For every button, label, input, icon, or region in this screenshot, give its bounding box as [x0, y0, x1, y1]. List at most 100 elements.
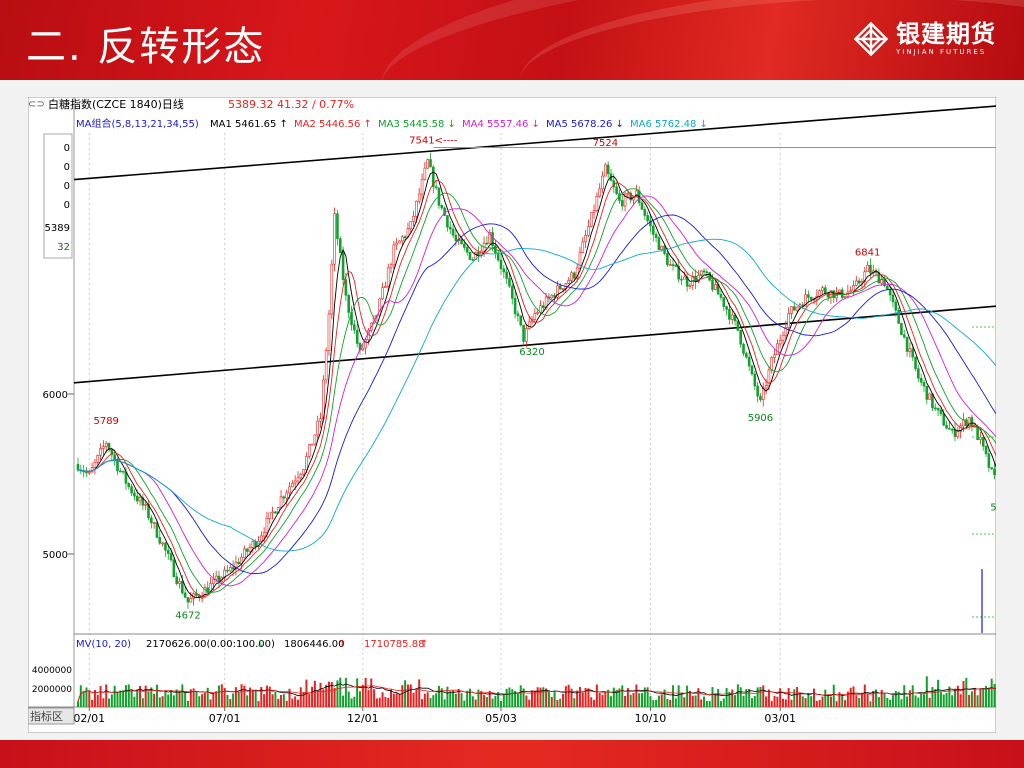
volume-bar [852, 686, 855, 707]
candle-body [984, 445, 988, 455]
volume-bar [423, 693, 426, 707]
volume-bar [750, 698, 753, 707]
volume-value-3: 1710785.88 [364, 639, 424, 650]
volume-bar [502, 694, 505, 707]
volume-bar [234, 687, 237, 707]
candle-body [677, 265, 680, 280]
candle-body [795, 306, 799, 311]
volume-bar [801, 696, 804, 707]
candle-body [324, 350, 328, 381]
volume-bar [260, 686, 263, 707]
candle-body [601, 175, 604, 190]
collapse-icon[interactable]: ⊂⊃ [28, 99, 45, 110]
volume-bar [536, 687, 539, 707]
volume-bar [666, 698, 669, 707]
volume-bar [511, 689, 514, 707]
volume-bar [680, 692, 683, 707]
volume-bar [829, 696, 832, 707]
volume-bar [133, 696, 136, 707]
volume-bar [621, 685, 624, 707]
volume-bar [624, 695, 627, 707]
candle-body [217, 575, 221, 583]
volume-bar [325, 684, 328, 707]
volume-bar [454, 693, 457, 707]
candle-body [781, 334, 785, 341]
indicator-tab[interactable]: 指标区 [28, 707, 75, 725]
candle-body [434, 186, 438, 189]
candle-body [891, 294, 895, 303]
candle-body [522, 324, 525, 342]
volume-bar [198, 696, 201, 707]
candle-body [801, 304, 805, 307]
candle-body [248, 547, 252, 552]
volume-bar [745, 689, 748, 707]
ma-label-1: MA1 5461.65 ↑ [210, 119, 288, 130]
volume-bar [186, 700, 189, 707]
volume-bar [161, 696, 164, 707]
candle-body [908, 348, 912, 352]
volume-bar [79, 685, 82, 707]
info-value-5: 5389 [45, 223, 70, 234]
volume-bar [993, 684, 996, 707]
candle-body [144, 503, 147, 506]
volume-bar [184, 692, 187, 707]
candle-body [809, 297, 813, 300]
volume-bar [240, 684, 243, 707]
volume-bar [959, 694, 962, 707]
candle-body [933, 407, 937, 410]
candle-body [643, 209, 647, 216]
logo-name: 银建期货 [896, 20, 996, 48]
volume-bar [796, 687, 799, 707]
candle-body [948, 428, 951, 430]
volume-bar [446, 686, 449, 707]
volume-bar [956, 685, 959, 707]
volume-bar [719, 701, 722, 707]
candle-body [905, 336, 909, 352]
volume-bar [618, 688, 621, 707]
candle-body [945, 424, 948, 429]
volume-bar [765, 696, 768, 707]
volume-bar [302, 691, 305, 707]
volume-bar [398, 693, 401, 707]
volume-bar [452, 690, 455, 707]
volume-bar [415, 689, 418, 707]
candle-body [527, 321, 531, 329]
volume-bar [787, 688, 790, 707]
volume-bar [542, 687, 545, 707]
candle-body [152, 522, 156, 524]
volume-bar [516, 693, 519, 707]
candle-body [657, 237, 661, 250]
candle-body [680, 278, 683, 281]
candle-body [499, 259, 503, 270]
candle-body [807, 294, 810, 298]
candle-body [821, 287, 824, 291]
candle-body [804, 294, 807, 307]
candle-body [950, 428, 954, 431]
candle-body [660, 245, 664, 250]
volume-bar [883, 693, 886, 707]
y-tick-label: 5000 [43, 550, 68, 561]
candle-body [516, 313, 520, 317]
volume-bar [474, 699, 477, 707]
candle-body [753, 373, 757, 387]
candle-body [697, 275, 700, 283]
candle-body [175, 576, 178, 584]
candle-body [310, 443, 314, 446]
candle-body [260, 535, 263, 542]
candle-body [234, 561, 238, 570]
indicator-tab-label: 指标区 [30, 709, 63, 723]
candle-body [113, 454, 116, 460]
candle-body [189, 598, 193, 603]
candle-body [914, 356, 917, 369]
candle-body [902, 334, 906, 338]
ma-label-5: MA5 5678.26 ↓ [546, 119, 624, 130]
sugar-index-chart[interactable]: ⊂⊃ 白糖指数(CZCE 1840)日线 5389.32 41.32 / 0.7… [28, 97, 996, 733]
candle-body [550, 294, 554, 299]
candle-body [759, 395, 762, 400]
trend-line-1 [73, 105, 996, 181]
x-tick-label: 07/01 [209, 712, 241, 725]
volume-bar [206, 687, 209, 707]
candle-body [987, 453, 991, 468]
candle-body [96, 455, 100, 463]
candle-body [745, 353, 748, 358]
